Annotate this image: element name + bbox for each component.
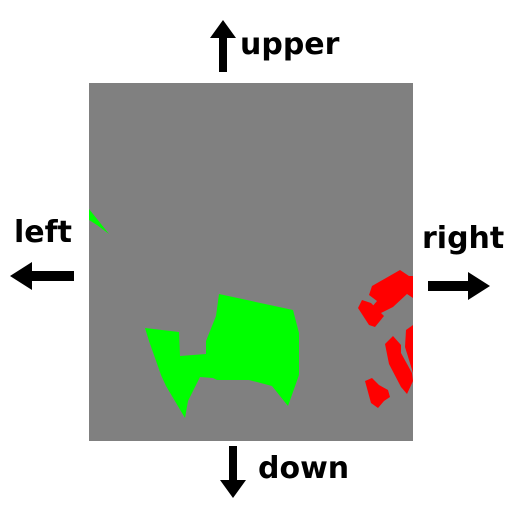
red-region-building-5: [365, 378, 390, 408]
arrow-right-icon[interactable]: [426, 268, 492, 304]
red-region-building-3: [385, 336, 413, 394]
map-view[interactable]: [89, 83, 413, 441]
arrow-down-icon[interactable]: [216, 444, 250, 500]
red-region-building-2: [358, 300, 384, 327]
right-label[interactable]: right: [422, 221, 505, 256]
left-label[interactable]: left: [14, 215, 73, 250]
green-region-main: [145, 294, 299, 418]
red-region-building-1: [369, 270, 413, 314]
upper-label[interactable]: upper: [240, 27, 340, 62]
green-region-corner: [89, 209, 109, 234]
down-label[interactable]: down: [258, 451, 350, 486]
arrow-up-icon[interactable]: [206, 18, 240, 74]
map-background: [89, 83, 413, 441]
red-region-building-4: [405, 325, 413, 373]
arrow-left-icon[interactable]: [8, 258, 76, 294]
